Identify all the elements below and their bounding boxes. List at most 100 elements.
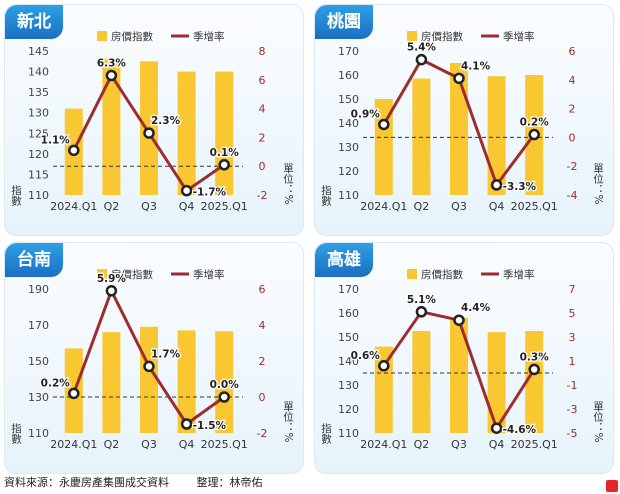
y-right-tick-label: -2 — [257, 189, 268, 202]
x-tick-label: Q3 — [141, 200, 157, 213]
rate-point — [415, 53, 428, 66]
legend-index-swatch — [407, 31, 417, 41]
x-tick-label: Q3 — [141, 438, 157, 451]
legend-rate-label: 季增率 — [503, 268, 535, 281]
x-tick-label: Q4 — [489, 438, 505, 451]
x-tick-label: 2025.Q1 — [511, 200, 558, 213]
y-right-tick-label: 3 — [569, 331, 576, 344]
y-right-axis-label: 單位：% — [282, 163, 294, 205]
rate-data-label: -3.3% — [503, 181, 537, 193]
chart-panel-kaohsiung: 高雄 房價指數 季增率 110 120 130 140 150 160 170 -5 -3 -1 1 3 5… — [314, 242, 614, 474]
y-left-tick-label: 150 — [338, 331, 359, 344]
index-bar — [412, 331, 431, 433]
x-tick-label: 2024.Q1 — [50, 200, 97, 213]
rate-data-label: 0.3% — [520, 351, 550, 363]
panel-title: 桃園 — [315, 5, 373, 39]
index-bar — [450, 63, 468, 195]
y-left-tick-label: 130 — [28, 107, 49, 120]
rate-data-label: 0.6% — [351, 350, 381, 362]
y-right-tick-label: 2 — [569, 103, 576, 116]
footer: 資料來源：永慶房產集團成交資料 整理：林帝佑 — [4, 474, 287, 490]
brand-logo-icon — [606, 480, 618, 492]
panel-title: 台南 — [5, 243, 63, 277]
legend-index-label: 房價指數 — [111, 268, 153, 281]
legend-rate-label: 季增率 — [193, 30, 225, 43]
y-left-tick-label: 140 — [338, 355, 359, 368]
y-right-tick-label: 0 — [259, 391, 266, 404]
y-right-axis-label: 單位：% — [282, 401, 294, 443]
y-right-axis-label: 單位：% — [592, 163, 604, 205]
chart-panel-tainan: 台南 房價指數 季增率 110 130 150 170 190 -2 0 2 4 6 指數 單位：% 0.2… — [4, 242, 304, 474]
index-bar — [177, 71, 196, 195]
rate-point — [415, 306, 428, 318]
rate-data-label: 5.1% — [407, 294, 437, 306]
rate-data-label: -1.5% — [193, 420, 227, 432]
chart-svg: 房價指數 季增率 110 130 150 170 190 -2 0 2 4 6 指數 單位：% 0.2% 5.… — [10, 268, 294, 451]
rate-data-label: 1.1% — [41, 134, 71, 146]
rate-data-label: 5.9% — [97, 273, 127, 285]
rate-point — [180, 418, 193, 430]
legend-rate-label: 季增率 — [193, 268, 225, 281]
x-tick-label: Q2 — [414, 200, 430, 213]
y-right-tick-label: 0 — [259, 160, 266, 173]
legend-index-label: 房價指數 — [421, 268, 463, 281]
y-left-tick-label: 120 — [338, 403, 359, 416]
index-bar — [487, 332, 506, 433]
x-tick-label: Q3 — [451, 200, 467, 213]
y-right-tick-label: -5 — [567, 427, 578, 440]
chart-panel-taoyuan: 桃園 房價指數 季增率 110 120 130 140 150 160 170 -4 -2 0 2 4 6 指… — [314, 4, 614, 236]
rate-point — [490, 422, 503, 434]
source-note: 資料來源：永慶房產集團成交資料 — [4, 476, 169, 489]
rate-point — [453, 72, 465, 85]
y-left-tick-label: 130 — [338, 379, 359, 392]
x-tick-label: 2024.Q1 — [50, 438, 97, 451]
y-left-tick-label: 110 — [28, 427, 49, 440]
y-left-tick-label: 135 — [28, 86, 49, 99]
x-tick-label: Q2 — [414, 438, 430, 451]
chart-svg: 房價指數 季增率 110 120 130 140 150 160 170 -5 -3 -1 1 3 5 7 指數… — [320, 268, 604, 451]
y-left-tick-label: 125 — [28, 127, 49, 140]
rate-point — [68, 144, 80, 157]
x-tick-label: Q4 — [179, 438, 195, 451]
y-left-tick-label: 140 — [28, 66, 49, 79]
y-left-tick-label: 190 — [28, 283, 49, 296]
rate-data-label: 4.1% — [461, 60, 491, 72]
y-right-tick-label: -1 — [567, 379, 578, 392]
y-left-axis-label: 指數 — [10, 184, 22, 207]
x-tick-label: 2025.Q1 — [511, 438, 558, 451]
y-right-tick-label: -4 — [567, 189, 578, 202]
y-right-tick-label: 6 — [259, 74, 266, 87]
rate-data-label: 0.2% — [520, 117, 550, 129]
y-right-tick-label: 1 — [569, 355, 576, 368]
index-bar — [450, 317, 468, 433]
x-tick-label: Q2 — [104, 200, 120, 213]
y-right-tick-label: 6 — [259, 283, 266, 296]
y-left-tick-label: 160 — [338, 69, 359, 82]
legend-rate-label: 季增率 — [503, 30, 535, 43]
y-left-tick-label: 170 — [338, 283, 359, 296]
rate-point — [143, 360, 155, 373]
rate-data-label: -4.6% — [503, 424, 537, 436]
rate-data-label: 2.3% — [151, 115, 181, 127]
rate-data-label: 6.3% — [97, 57, 127, 69]
y-right-tick-label: 5 — [569, 307, 576, 320]
rate-data-label: 0.2% — [41, 377, 71, 389]
index-bar — [215, 331, 234, 433]
rate-point — [490, 179, 503, 191]
y-right-tick-label: 0 — [569, 131, 576, 144]
rate-data-label: 4.4% — [461, 302, 491, 314]
index-bar — [215, 71, 234, 195]
y-right-tick-label: 4 — [259, 103, 266, 116]
panel-title: 新北 — [5, 5, 63, 39]
index-bar — [102, 59, 121, 195]
rate-data-label: 0.1% — [210, 147, 240, 159]
rate-point — [143, 127, 155, 139]
y-right-tick-label: 2 — [259, 355, 266, 368]
rate-data-label: 5.4% — [407, 42, 437, 54]
rate-point — [378, 118, 390, 131]
x-tick-label: 2025.Q1 — [201, 438, 248, 451]
x-tick-label: Q2 — [104, 438, 120, 451]
rate-point — [68, 387, 80, 400]
y-left-tick-label: 110 — [28, 189, 49, 202]
rate-data-label: 0.9% — [351, 108, 381, 120]
